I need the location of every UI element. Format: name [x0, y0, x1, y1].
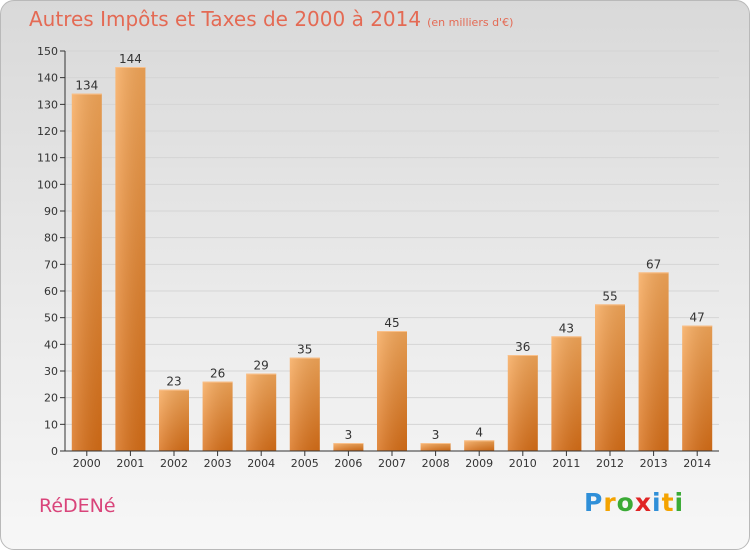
bar-shade — [420, 443, 451, 451]
x-tick-label: 2011 — [552, 457, 580, 470]
data-label: 23 — [166, 375, 181, 389]
proxiti-logo: Proxiti — [584, 488, 684, 517]
data-label: 29 — [254, 359, 269, 373]
x-tick-label: 2009 — [465, 457, 493, 470]
x-tick-label: 2005 — [291, 457, 319, 470]
x-tick-label: 2013 — [640, 457, 668, 470]
data-label: 45 — [384, 316, 399, 330]
data-label: 3 — [345, 428, 353, 442]
y-tick-label: 20 — [44, 392, 58, 405]
x-tick-label: 2014 — [683, 457, 711, 470]
bar-shade — [333, 443, 364, 451]
y-tick-label: 140 — [37, 72, 58, 85]
axes — [60, 50, 719, 456]
y-tick-label: 130 — [37, 98, 58, 111]
y-tick-label: 120 — [37, 125, 58, 138]
data-label: 144 — [119, 52, 142, 66]
data-label: 67 — [646, 257, 661, 271]
y-tick-label: 100 — [37, 178, 58, 191]
y-tick-label: 50 — [44, 312, 58, 325]
data-label: 43 — [559, 321, 574, 335]
data-label: 55 — [602, 289, 617, 303]
y-tick-label: 40 — [44, 338, 58, 351]
y-tick-label: 150 — [37, 45, 58, 58]
logo-letter: i — [674, 488, 685, 517]
logo-letter: o — [616, 488, 635, 517]
bar-shade — [71, 93, 102, 452]
y-tick-label: 10 — [44, 418, 58, 431]
data-label: 35 — [297, 343, 312, 357]
y-tick-label: 110 — [37, 152, 58, 165]
data-label: 4 — [475, 425, 483, 439]
bar-shade — [246, 373, 277, 451]
data-label: 26 — [210, 367, 225, 381]
x-tick-label: 2007 — [378, 457, 406, 470]
logo-letter: P — [584, 488, 604, 517]
bar-shade — [115, 67, 146, 451]
x-tick-label: 2002 — [160, 457, 188, 470]
bar-shade — [202, 381, 233, 451]
chart-title: Autres Impôts et Taxes de 2000 à 2014 (en… — [29, 7, 513, 31]
y-tick-label: 80 — [44, 232, 58, 245]
bar-shade — [595, 304, 625, 451]
y-tick-label: 0 — [51, 445, 58, 458]
unit-text: (en milliers d'€) — [427, 16, 514, 29]
logo-letter: x — [634, 488, 652, 517]
bar-shade — [507, 355, 538, 451]
x-tick-label: 2000 — [73, 457, 101, 470]
data-label: 36 — [515, 340, 530, 354]
x-tick-label: 2001 — [116, 457, 144, 470]
bar-shade — [551, 336, 582, 451]
y-tick-label: 30 — [44, 365, 58, 378]
y-tick-label: 90 — [44, 205, 58, 218]
x-tick-label: 2004 — [247, 457, 275, 470]
data-label: 3 — [432, 428, 440, 442]
logo-letter: r — [603, 488, 617, 517]
y-tick-label: 70 — [44, 258, 58, 271]
bar-shade — [159, 389, 189, 451]
bar-shade — [377, 331, 407, 451]
y-tick-label: 60 — [44, 285, 58, 298]
logo-letter: i — [652, 488, 662, 517]
bar-shade — [682, 325, 713, 451]
bar-shade — [464, 440, 495, 451]
x-tick-label: 2008 — [422, 457, 450, 470]
logo-letter: t — [661, 488, 675, 517]
data-label: 47 — [690, 311, 705, 325]
x-tick-label: 2012 — [596, 457, 624, 470]
x-tick-label: 2006 — [334, 457, 362, 470]
bar-shade — [289, 357, 320, 451]
x-tick-label: 2010 — [509, 457, 537, 470]
data-label: 134 — [75, 79, 98, 93]
bars — [71, 67, 713, 452]
bar-shade — [638, 272, 669, 451]
commune-name: RéDENé — [39, 495, 116, 517]
labels: 0 10 20 30 40 50 60 70 80 90 100 110 120 130 140 150 134… — [37, 45, 711, 470]
x-tick-label: 2003 — [204, 457, 232, 470]
title-text: Autres Impôts et Taxes de 2000 à 2014 — [29, 7, 422, 31]
